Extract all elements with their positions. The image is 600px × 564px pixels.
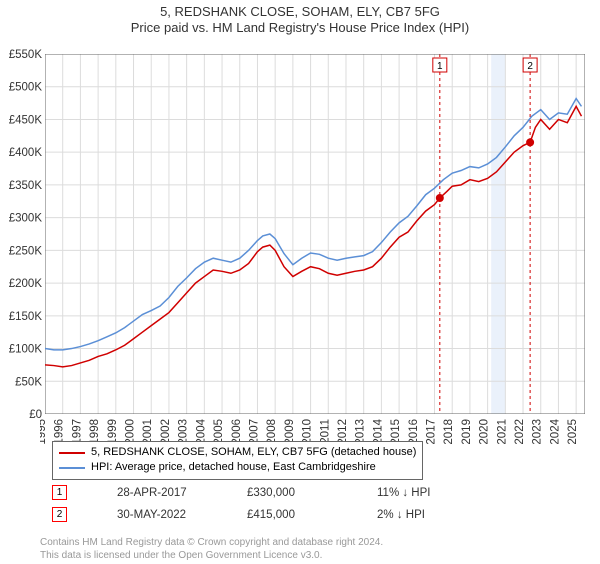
sale-price: £330,000 [247,487,327,499]
svg-text:2021: 2021 [496,419,508,444]
sale-date: 28-APR-2017 [117,487,197,499]
svg-text:2022: 2022 [514,419,526,444]
legend-swatch [59,452,85,454]
svg-text:2019: 2019 [461,419,473,444]
sale-marker-icon: 1 [52,485,67,500]
svg-text:2023: 2023 [532,419,544,444]
svg-text:2024: 2024 [549,418,561,444]
svg-text:£50K: £50K [15,376,42,388]
x-axis-labels: 1995199619971998199920002001200220032004… [40,414,600,444]
svg-text:£200K: £200K [9,278,43,290]
svg-text:£350K: £350K [9,180,43,192]
chart-svg: 12 [45,54,585,414]
footer-attribution: Contains HM Land Registry data © Crown c… [40,536,383,562]
sale-date: 30-MAY-2022 [117,509,197,521]
chart-title: 5, REDSHANK CLOSE, SOHAM, ELY, CB7 5FG [0,4,600,19]
svg-text:1: 1 [437,61,443,72]
svg-text:1995: 1995 [40,419,48,444]
legend-item: 5, REDSHANK CLOSE, SOHAM, ELY, CB7 5FG (… [59,445,416,460]
legend-label: 5, REDSHANK CLOSE, SOHAM, ELY, CB7 5FG (… [91,445,416,460]
svg-text:£300K: £300K [9,213,43,225]
legend: 5, REDSHANK CLOSE, SOHAM, ELY, CB7 5FG (… [52,441,423,480]
svg-text:2025: 2025 [567,419,579,444]
svg-text:£500K: £500K [9,82,43,94]
svg-text:£400K: £400K [9,147,43,159]
svg-text:£550K: £550K [9,49,43,61]
chart-container: 5, REDSHANK CLOSE, SOHAM, ELY, CB7 5FG P… [0,4,600,564]
svg-text:£100K: £100K [9,344,43,356]
sale-delta: 11% ↓ HPI [377,487,457,499]
legend-swatch [59,467,85,469]
svg-text:£450K: £450K [9,114,43,126]
svg-text:2017: 2017 [426,419,438,444]
sale-row: 2 30-MAY-2022 £415,000 2% ↓ HPI [52,507,457,522]
svg-text:2020: 2020 [479,419,491,444]
chart-subtitle: Price paid vs. HM Land Registry's House … [0,20,600,35]
footer-line: This data is licensed under the Open Gov… [40,549,383,562]
sale-marker-icon: 2 [52,507,67,522]
svg-text:2: 2 [527,61,533,72]
sale-delta: 2% ↓ HPI [377,509,457,521]
svg-text:£250K: £250K [9,245,43,257]
footer-line: Contains HM Land Registry data © Crown c… [40,536,383,549]
legend-item: HPI: Average price, detached house, East… [59,460,416,475]
svg-text:2018: 2018 [443,419,455,444]
sale-row: 1 28-APR-2017 £330,000 11% ↓ HPI [52,485,457,500]
y-axis-labels: £0£50K£100K£150K£200K£250K£300K£350K£400… [0,49,45,419]
svg-text:£150K: £150K [9,311,43,323]
sale-price: £415,000 [247,509,327,521]
legend-label: HPI: Average price, detached house, East… [91,460,376,475]
chart-plot: 12 [45,54,585,414]
